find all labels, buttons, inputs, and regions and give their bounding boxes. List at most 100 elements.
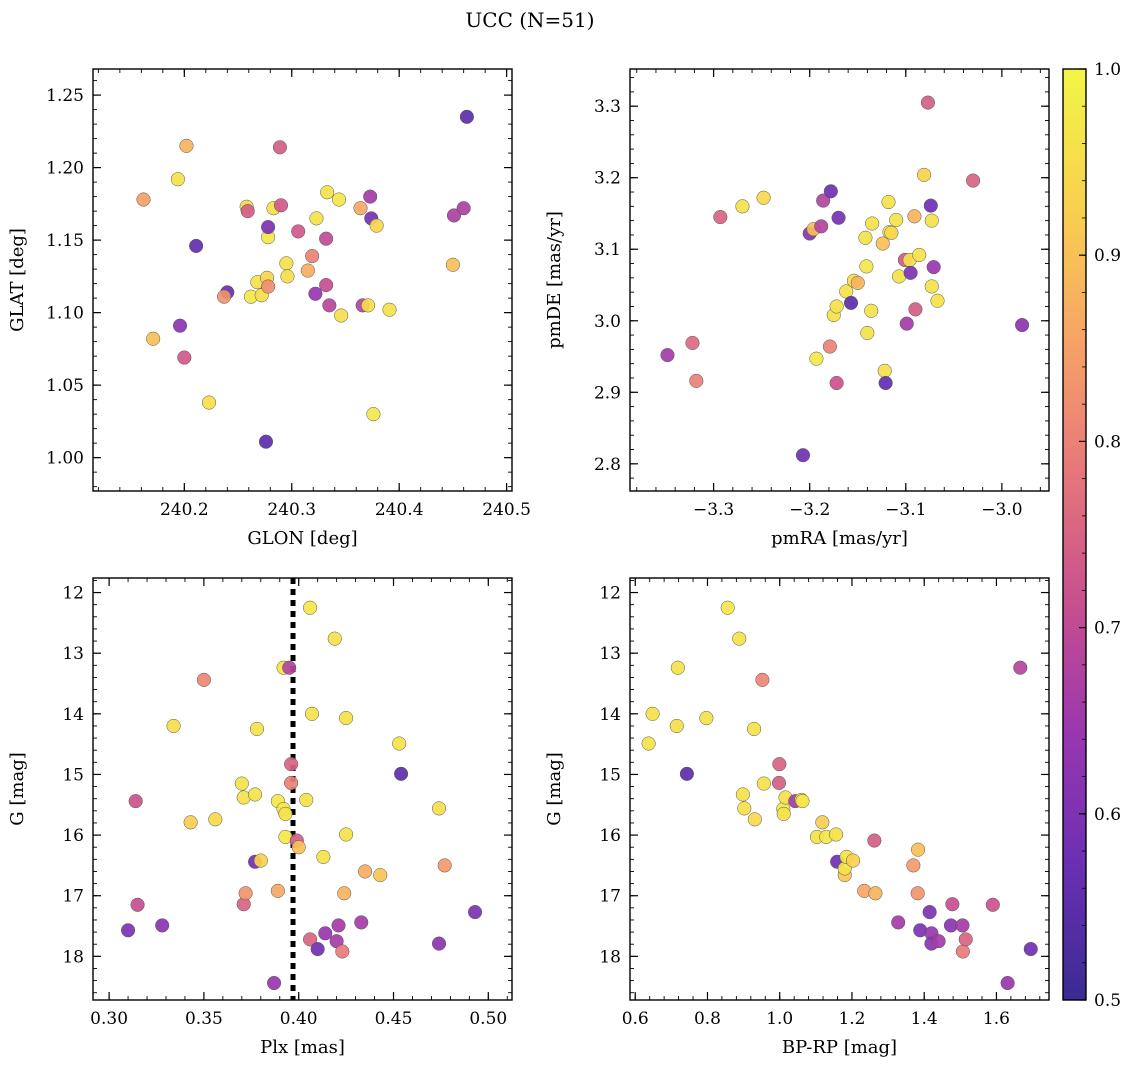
y-tick-label: 15 [62,765,84,785]
scatter-point [366,407,381,422]
y-tick-label: 18 [599,947,621,967]
scatter-point [279,256,294,271]
axes-frame [629,577,1050,1001]
scatter-point [645,706,660,721]
scatter-point [689,373,704,388]
x-tick-label: 0.50 [469,1009,507,1029]
scatter-point [906,858,921,873]
scatter-point [958,932,973,947]
y-tick-label: 12 [62,584,84,604]
scatter-point [955,944,970,959]
scatter-point [755,672,770,687]
scatter-point [130,897,145,912]
y-tick-label: 2.9 [594,383,621,403]
scatter-point [930,293,945,308]
scatter-point [845,853,861,868]
scatter-point [373,868,388,883]
scatter-point [248,787,263,802]
scatter-point [208,812,223,827]
scatter-point [859,259,874,274]
scatter-point [735,199,750,214]
y-tick-label: 16 [599,826,621,846]
scatter-point [291,224,306,239]
scatter-point [924,213,939,228]
y-tick-label: 17 [599,887,621,907]
scatter-point [908,302,923,317]
scatter-point [641,736,656,751]
scatter-point [335,944,350,959]
x-tick-label: 1.2 [838,1009,865,1029]
scatter-point [128,794,143,809]
scatter-point [1015,318,1030,333]
x-tick-label: −3.2 [789,500,830,520]
scatter-point [166,718,181,733]
scatter-point [278,806,293,821]
scatter-point [331,918,346,933]
colorbar: 0.5 0.6 0.7 0.8 0.9 1.0 [1062,60,1121,1011]
scatter-point [272,140,287,155]
scatter-point [843,295,859,310]
scatter-point [331,192,347,207]
y-tick-label: 14 [62,705,84,725]
scatter-point [884,225,899,240]
scatter-point [170,172,185,187]
scatter-point [877,363,892,378]
scatter-point [445,257,460,272]
scatter-point [772,757,787,772]
scatter-point [284,775,299,790]
scatter-point [679,766,694,781]
scatter-point [737,801,752,816]
scatter-point [756,776,771,791]
scatter-point [308,286,323,301]
scatter-point [363,189,378,204]
scatter-point [299,792,314,807]
scatter-panel-2: −3.3 −3.2 −3.1 −3.0 2.8 2.9 3.0 3.1 3.2 3.3 pmRA [… [544,68,1050,549]
scatter-point [320,185,335,200]
scatter-point [747,721,762,737]
scatter-point [911,842,926,857]
scatter-point [177,350,192,365]
scatter-point [318,926,333,941]
colorbar-tick-label: 1.0 [1094,60,1121,80]
scatter-point [360,298,376,313]
scatter-point [945,897,960,912]
scatter-point [319,278,334,293]
y-tick-label: 3.0 [594,312,621,332]
scatter-point [456,201,471,216]
scatter-point [201,395,217,410]
scatter-point [273,198,289,213]
scatter-point [394,766,409,781]
x-tick-label: 1.4 [911,1009,938,1029]
y-tick-label: 13 [62,644,84,664]
scatter-point [322,298,337,313]
y-tick-label: 2.8 [594,455,621,475]
scatter-point [864,303,879,318]
scatter-point [183,815,198,830]
scatter-point [699,711,714,726]
scatter-point [868,886,883,901]
scatter-point [121,923,136,938]
x-axis-label: GLON [deg] [247,528,357,549]
colorbar-tick-label: 0.6 [1094,805,1121,825]
y-tick-label: 3.1 [594,240,621,260]
scatter-point [146,331,161,346]
scatter-point [196,672,211,687]
y-tick-label: 1.10 [46,304,84,324]
scatter-points [121,578,483,1000]
scatter-point [903,265,918,280]
scatter-point [172,318,188,333]
scatter-point [354,915,369,930]
scatter-point [922,905,937,920]
scatter-point [829,375,844,391]
scatter-point [437,858,452,873]
scatter-point [467,905,483,920]
scatter-point [795,448,811,463]
scatter-point [795,794,810,809]
scatter-point [316,849,331,864]
scatter-point [858,230,873,245]
colorbar-tick-label: 0.8 [1094,432,1121,452]
scatter-point [305,249,320,264]
scatter-point [459,109,474,124]
y-tick-label: 1.15 [46,231,84,251]
